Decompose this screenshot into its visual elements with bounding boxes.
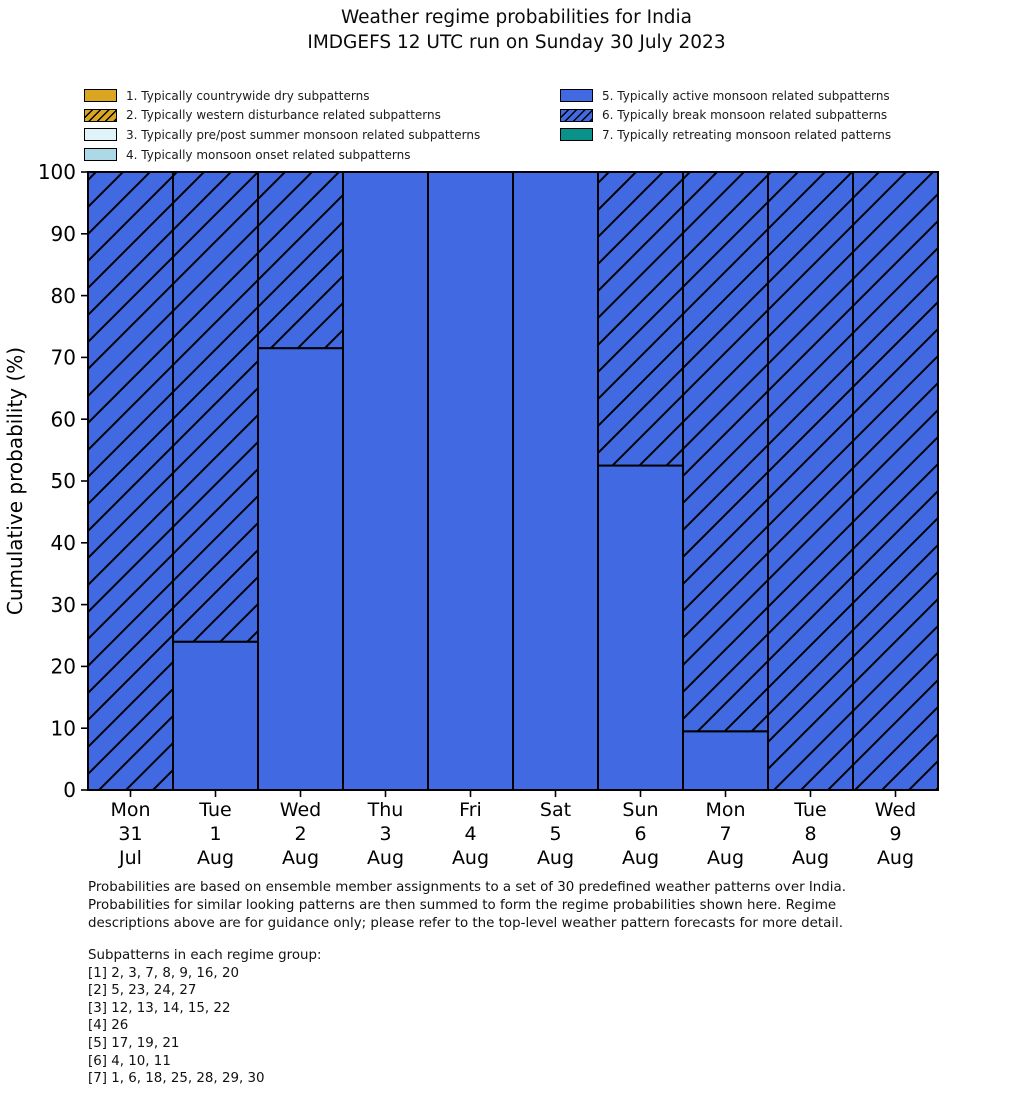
bar-segment-mon-7-s1: [682, 730, 769, 791]
subpatterns-group-6: [6] 4, 10, 11: [88, 1053, 171, 1069]
y-tick-label-70: 70: [51, 346, 76, 370]
x-tick-month-0: Jul: [118, 847, 142, 869]
bar-segment-wed-2-s1: [257, 347, 344, 791]
footer-description: Probabilities are based on ensemble memb…: [88, 879, 968, 934]
bar-segment-mon-31-s2: [87, 171, 174, 791]
x-tick-date-1: 1: [209, 823, 221, 845]
legend-label-monsoon-onset: 4. Typically monsoon onset related subpa…: [126, 147, 411, 162]
bar-segment-tue-1-s1: [172, 640, 259, 791]
footer-line-2: Probabilities for similar looking patter…: [88, 898, 837, 914]
legend-swatch-prepost-summer: [84, 128, 117, 142]
x-tick-date-2: 2: [294, 823, 306, 845]
legend-label-active-monsoon: 5. Typically active monsoon related subp…: [602, 88, 890, 103]
x-tick-month-8: Aug: [792, 847, 829, 869]
legend-item-6: 6. Typically break monsoon related subpa…: [560, 106, 891, 126]
subpatterns-group-5: [5] 17, 19, 21: [88, 1035, 180, 1051]
legend-swatch-active-monsoon: [560, 89, 593, 103]
subpatterns-group-4: [4] 26: [88, 1018, 129, 1034]
legend-item-7: 7. Typically retreating monsoon related …: [560, 125, 891, 145]
subpatterns-block: Subpatterns in each regime group: [1] 2,…: [88, 947, 588, 1088]
x-tick-date-5: 5: [549, 823, 561, 845]
x-tick-date-3: 3: [379, 823, 391, 845]
x-tick-month-6: Aug: [622, 847, 659, 869]
y-tick-label-50: 50: [51, 469, 76, 493]
x-tick-date-9: 9: [889, 823, 901, 845]
legend-item-2: 2. Typically western disturbance related…: [84, 106, 480, 126]
footer-line-1: Probabilities are based on ensemble memb…: [88, 880, 846, 895]
x-tick-day-1: Tue: [198, 799, 231, 821]
x-tick-date-4: 4: [464, 823, 476, 845]
x-tick-month-1: Aug: [197, 847, 234, 869]
x-tick-month-7: Aug: [707, 847, 744, 869]
y-tick-label-80: 80: [51, 284, 76, 308]
x-tick-date-8: 8: [804, 823, 816, 845]
legend-label-western-disturbance: 2. Typically western disturbance related…: [126, 108, 441, 123]
legend-swatch-break-monsoon: [560, 108, 593, 122]
x-tick-day-0: Mon: [110, 799, 150, 821]
subpatterns-group-7: [7] 1, 6, 18, 25, 28, 29, 30: [88, 1071, 265, 1087]
y-tick-label-30: 30: [51, 593, 76, 617]
x-tick-day-4: Fri: [459, 799, 482, 821]
x-tick-day-8: Tue: [793, 799, 826, 821]
x-tick-day-5: Sat: [540, 799, 571, 821]
x-tick-month-5: Aug: [537, 847, 574, 869]
legend-swatch-retreating-monsoon: [560, 128, 593, 142]
x-tick-day-2: Wed: [280, 799, 321, 821]
subpatterns-heading: Subpatterns in each regime group:: [88, 948, 322, 963]
legend-item-1: 1. Typically countrywide dry subpatterns: [84, 86, 480, 106]
bar-segment-fri-4-s1: [427, 171, 514, 791]
x-tick-month-9: Aug: [877, 847, 914, 869]
x-tick-day-7: Mon: [705, 799, 745, 821]
legend-item-4: 4. Typically monsoon onset related subpa…: [84, 145, 480, 165]
y-tick-label-60: 60: [51, 407, 76, 431]
legend-swatch-western-disturbance: [84, 108, 117, 122]
legend-label-prepost-summer: 3. Typically pre/post summer monsoon rel…: [126, 127, 481, 142]
bar-segment-wed-9-s2: [852, 171, 939, 791]
legend-left-column: 1. Typically countrywide dry subpatterns…: [84, 86, 480, 164]
x-tick-month-3: Aug: [367, 847, 404, 869]
legend-label-break-monsoon: 6. Typically break monsoon related subpa…: [602, 108, 888, 123]
bar-segment-sun-6-s1: [597, 464, 684, 791]
y-tick-label-90: 90: [51, 222, 76, 246]
y-tick-label-10: 10: [51, 716, 76, 740]
bar-segment-tue-1-s2: [172, 171, 259, 643]
plot-frame: [87, 171, 939, 791]
bar-segment-mon-7-s2: [682, 171, 769, 733]
chart-title-line2: IMDGEFS 12 UTC run on Sunday 30 July 202…: [307, 31, 726, 53]
legend-item-5: 5. Typically active monsoon related subp…: [560, 86, 891, 106]
subpatterns-group-1: [1] 2, 3, 7, 8, 9, 16, 20: [88, 965, 239, 981]
bar-segment-sat-5-s1: [512, 171, 599, 791]
y-axis-label: Cumulative probability (%): [3, 347, 27, 615]
x-tick-date-0: 31: [118, 823, 142, 845]
legend-right-column: 5. Typically active monsoon related subp…: [560, 86, 891, 145]
legend-label-retreating-monsoon: 7. Typically retreating monsoon related …: [602, 127, 892, 142]
x-tick-month-4: Aug: [452, 847, 489, 869]
bar-segment-sun-6-s2: [597, 171, 684, 467]
x-tick-day-3: Thu: [367, 799, 404, 821]
y-tick-label-100: 100: [38, 160, 76, 184]
stacked-bar-chart: 0102030405060708090100Mon31JulTue1AugWed…: [3, 160, 939, 869]
x-tick-day-9: Wed: [875, 799, 916, 821]
bar-segment-wed-2-s2: [257, 171, 344, 350]
chart-title: Weather regime probabilities for India I…: [0, 6, 1033, 55]
y-tick-label-0: 0: [63, 778, 76, 802]
y-tick-label-20: 20: [51, 655, 76, 679]
bar-segment-thu-3-s1: [342, 171, 429, 791]
bar-segment-tue-8-s2: [767, 171, 854, 791]
legend-swatch-monsoon-onset: [84, 148, 117, 162]
x-tick-day-6: Sun: [622, 799, 658, 821]
legend-label-countrywide-dry: 1. Typically countrywide dry subpatterns: [126, 88, 370, 103]
x-tick-month-2: Aug: [282, 847, 319, 869]
footer-line-3: descriptions above are for guidance only…: [88, 916, 844, 932]
y-tick-label-40: 40: [51, 531, 76, 555]
legend-item-3: 3. Typically pre/post summer monsoon rel…: [84, 125, 480, 145]
x-tick-date-7: 7: [719, 823, 731, 845]
legend-swatch-countrywide-dry: [84, 89, 117, 103]
subpatterns-group-2: [2] 5, 23, 24, 27: [88, 983, 197, 999]
x-tick-date-6: 6: [634, 823, 646, 845]
subpatterns-group-3: [3] 12, 13, 14, 15, 22: [88, 1000, 231, 1016]
chart-title-line1: Weather regime probabilities for India: [340, 7, 693, 28]
